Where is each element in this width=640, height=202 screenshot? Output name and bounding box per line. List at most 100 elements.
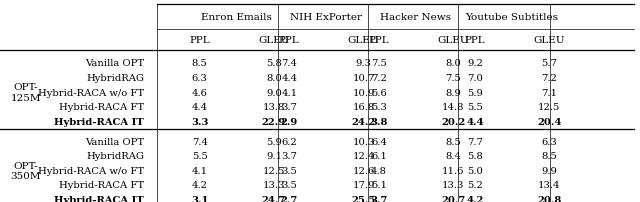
Text: Youtube Subtitles: Youtube Subtitles — [465, 13, 559, 22]
Text: 3.8: 3.8 — [370, 117, 388, 126]
Text: 3.1: 3.1 — [191, 195, 209, 202]
Text: 24.2: 24.2 — [351, 117, 376, 126]
Text: 7.1: 7.1 — [541, 88, 557, 97]
Text: 25.5: 25.5 — [351, 195, 376, 202]
Text: 10.3: 10.3 — [353, 137, 374, 146]
Text: 4.2: 4.2 — [192, 181, 207, 189]
Text: 5.5: 5.5 — [467, 103, 483, 112]
Text: HybridRAG: HybridRAG — [86, 152, 144, 160]
Text: 4.1: 4.1 — [281, 88, 298, 97]
Text: 9.9: 9.9 — [541, 166, 557, 175]
Text: 7.2: 7.2 — [541, 74, 557, 83]
Text: 3.5: 3.5 — [282, 166, 297, 175]
Text: 3.7: 3.7 — [370, 195, 388, 202]
Text: PPL: PPL — [279, 36, 300, 45]
Text: Hybrid-RACA IT: Hybrid-RACA IT — [54, 195, 144, 202]
Text: GLEU: GLEU — [348, 36, 380, 45]
Text: 2.9: 2.9 — [281, 117, 298, 126]
Text: 7.5: 7.5 — [371, 59, 387, 68]
Text: 4.6: 4.6 — [192, 88, 207, 97]
Text: 7.5: 7.5 — [445, 74, 461, 83]
Text: 17.9: 17.9 — [353, 181, 374, 189]
Text: 16.8: 16.8 — [353, 103, 374, 112]
Text: 9.3: 9.3 — [356, 59, 371, 68]
Text: Vanilla OPT: Vanilla OPT — [85, 59, 144, 68]
Text: 12.5: 12.5 — [538, 103, 560, 112]
Text: GLEU: GLEU — [437, 36, 469, 45]
Text: 9.2: 9.2 — [467, 59, 483, 68]
Text: 5.3: 5.3 — [371, 103, 387, 112]
Text: 8.4: 8.4 — [445, 152, 461, 160]
Text: GLEU: GLEU — [258, 36, 290, 45]
Text: 5.5: 5.5 — [192, 152, 207, 160]
Text: Hybrid-RACA w/o FT: Hybrid-RACA w/o FT — [38, 88, 144, 97]
Text: OPT-
350M: OPT- 350M — [10, 161, 41, 180]
Text: 10.9: 10.9 — [353, 88, 374, 97]
Text: Hybrid-RACA w/o FT: Hybrid-RACA w/o FT — [38, 166, 144, 175]
Text: 7.2: 7.2 — [371, 74, 387, 83]
Text: 6.3: 6.3 — [541, 137, 557, 146]
Text: 22.9: 22.9 — [262, 117, 286, 126]
Text: 12.6: 12.6 — [353, 166, 374, 175]
Text: 13.8: 13.8 — [263, 103, 285, 112]
Text: NIH ExPorter: NIH ExPorter — [291, 13, 362, 22]
Text: 8.9: 8.9 — [445, 88, 461, 97]
Text: 3.5: 3.5 — [282, 181, 297, 189]
Text: 7.7: 7.7 — [467, 137, 483, 146]
Text: GLEU: GLEU — [533, 36, 565, 45]
Text: 5.9: 5.9 — [467, 88, 483, 97]
Text: 5.7: 5.7 — [541, 59, 557, 68]
Text: 13.4: 13.4 — [538, 181, 561, 189]
Text: 9.0: 9.0 — [266, 88, 282, 97]
Text: 6.2: 6.2 — [282, 137, 297, 146]
Text: OPT-
125M: OPT- 125M — [10, 83, 41, 102]
Text: 5.2: 5.2 — [467, 181, 483, 189]
Text: 20.2: 20.2 — [441, 117, 465, 126]
Text: 5.8: 5.8 — [467, 152, 483, 160]
Text: 3.7: 3.7 — [282, 103, 297, 112]
Text: Hacker News: Hacker News — [381, 13, 451, 22]
Text: 10.7: 10.7 — [353, 74, 374, 83]
Text: 24.7: 24.7 — [262, 195, 286, 202]
Text: 12.4: 12.4 — [352, 152, 375, 160]
Text: 5.9: 5.9 — [266, 137, 282, 146]
Text: 8.0: 8.0 — [266, 74, 282, 83]
Text: 4.2: 4.2 — [466, 195, 484, 202]
Text: 5.1: 5.1 — [371, 181, 387, 189]
Text: 11.6: 11.6 — [442, 166, 464, 175]
Text: 13.3: 13.3 — [442, 181, 464, 189]
Text: 5.0: 5.0 — [467, 166, 483, 175]
Text: 4.4: 4.4 — [191, 103, 208, 112]
Text: 20.7: 20.7 — [441, 195, 465, 202]
Text: HybridRAG: HybridRAG — [86, 74, 144, 83]
Text: 3.7: 3.7 — [282, 152, 297, 160]
Text: 7.4: 7.4 — [282, 59, 298, 68]
Text: 6.3: 6.3 — [192, 74, 207, 83]
Text: 13.3: 13.3 — [263, 181, 285, 189]
Text: PPL: PPL — [465, 36, 485, 45]
Text: 5.8: 5.8 — [266, 59, 282, 68]
Text: 12.5: 12.5 — [263, 166, 285, 175]
Text: Vanilla OPT: Vanilla OPT — [85, 137, 144, 146]
Text: 3.3: 3.3 — [191, 117, 209, 126]
Text: 4.1: 4.1 — [191, 166, 208, 175]
Text: 7.0: 7.0 — [467, 74, 483, 83]
Text: PPL: PPL — [189, 36, 210, 45]
Text: 6.4: 6.4 — [371, 137, 387, 146]
Text: Hybrid-RACA IT: Hybrid-RACA IT — [54, 117, 144, 126]
Text: 8.5: 8.5 — [541, 152, 557, 160]
Text: 20.4: 20.4 — [537, 117, 561, 126]
Text: Hybrid-RACA FT: Hybrid-RACA FT — [59, 181, 144, 189]
Text: 4.8: 4.8 — [371, 166, 387, 175]
Text: 8.0: 8.0 — [445, 59, 461, 68]
Text: 14.8: 14.8 — [442, 103, 465, 112]
Text: 4.4: 4.4 — [466, 117, 484, 126]
Text: 7.4: 7.4 — [192, 137, 207, 146]
Text: 9.1: 9.1 — [266, 152, 282, 160]
Text: 5.6: 5.6 — [371, 88, 387, 97]
Text: PPL: PPL — [369, 36, 389, 45]
Text: 8.5: 8.5 — [445, 137, 461, 146]
Text: 2.7: 2.7 — [281, 195, 298, 202]
Text: 20.8: 20.8 — [537, 195, 561, 202]
Text: 6.1: 6.1 — [371, 152, 387, 160]
